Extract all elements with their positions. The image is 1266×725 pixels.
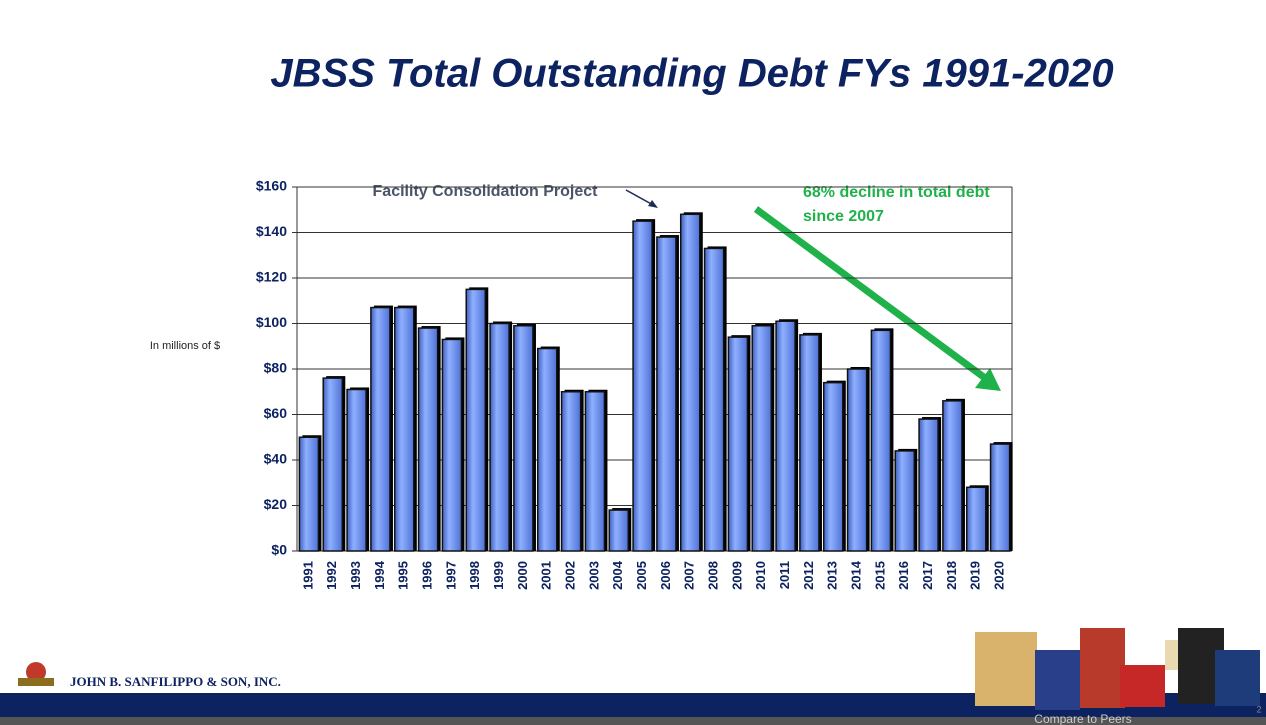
x-tick-label: 2018 [944, 561, 959, 590]
bar [346, 388, 367, 552]
x-tick-label: 2011 [777, 561, 792, 589]
x-tick-label: 1997 [443, 561, 458, 590]
bar [965, 486, 987, 552]
bar [942, 400, 963, 552]
x-tick-label: 2003 [586, 561, 601, 590]
bar [751, 325, 773, 552]
bar [632, 220, 653, 552]
x-tick-label: 2002 [563, 561, 578, 590]
x-tick-label: 2013 [825, 561, 840, 590]
bar [513, 325, 534, 552]
x-tick-label: 2005 [634, 561, 649, 590]
x-tick-label: 1991 [300, 561, 315, 590]
bar [989, 443, 1011, 552]
bar [584, 391, 606, 552]
bar [608, 509, 630, 552]
page-number: 2 [1256, 704, 1261, 714]
x-tick-label: 2019 [968, 561, 983, 590]
bar [656, 236, 677, 552]
x-tick-label: 2004 [610, 560, 625, 590]
x-tick-label: 2007 [682, 561, 697, 590]
x-tick-label: 1993 [348, 561, 363, 590]
logo-icon [26, 662, 46, 682]
product [1035, 650, 1080, 710]
bar [536, 347, 558, 552]
annotation: 68% decline in total debt [803, 184, 990, 201]
x-tick-label: 1999 [491, 561, 506, 590]
bar [703, 247, 725, 552]
bar [298, 436, 320, 552]
bar [322, 377, 344, 552]
bar [727, 336, 749, 552]
bar [560, 391, 582, 552]
chart-title: JBSS Total Outstanding Debt FYs 1991-202… [270, 52, 1113, 96]
bar [822, 381, 844, 552]
footer-link[interactable]: Compare to Peers [1034, 712, 1131, 725]
product-images [975, 628, 1260, 710]
bar [846, 368, 868, 552]
x-tick-label: 2006 [658, 561, 673, 590]
bar [918, 418, 939, 552]
y-tick-label: $160 [256, 178, 287, 194]
product [1080, 628, 1125, 708]
logo-base [18, 678, 54, 686]
bar [799, 334, 820, 552]
annotation: Facility Consolidation Project [373, 183, 599, 200]
x-tick-label: 2012 [801, 561, 816, 590]
x-tick-label: 1995 [396, 561, 411, 590]
bar [465, 288, 487, 552]
x-tick-label: 1992 [324, 561, 339, 590]
footer-strip [0, 717, 1266, 725]
product [1120, 665, 1165, 707]
x-tick-label: 2000 [515, 561, 530, 590]
trend-arrow [753, 206, 988, 381]
y-tick-label: $20 [264, 496, 288, 512]
x-tick-label: 2008 [706, 561, 721, 590]
bar [370, 306, 391, 552]
bar [870, 329, 892, 552]
annotation-arrowhead [648, 200, 658, 208]
y-tick-label: $40 [264, 451, 288, 467]
product [1215, 650, 1260, 706]
annotation: since 2007 [803, 208, 884, 225]
x-tick-label: 1996 [420, 561, 435, 590]
y-tick-label: $0 [271, 542, 287, 558]
bar [393, 306, 415, 552]
x-tick-label: 2020 [992, 561, 1007, 590]
x-tick-label: 2015 [872, 561, 887, 590]
x-tick-label: 2014 [849, 560, 864, 590]
x-tick-label: 2010 [753, 561, 768, 590]
company-name: JOHN B. SANFILIPPO & SON, INC. [70, 674, 281, 689]
bar [441, 338, 463, 552]
y-axis-label: In millions of $ [150, 340, 220, 352]
x-tick-label: 2017 [920, 561, 935, 590]
bar [894, 450, 916, 552]
bar [679, 213, 701, 552]
y-tick-label: $140 [256, 223, 287, 239]
x-tick-label: 1998 [467, 561, 482, 590]
y-tick-label: $80 [264, 360, 288, 376]
product [1165, 640, 1180, 670]
x-tick-label: 2016 [896, 561, 911, 590]
bar [417, 327, 439, 552]
y-tick-label: $100 [256, 314, 287, 330]
y-tick-label: $60 [264, 405, 288, 421]
plot-area: $0 $20 $40 $60 $80 $100 $120 $140 $160 1991 1992 19… [256, 178, 1013, 590]
x-tick-label: 1994 [372, 560, 387, 590]
x-tick-label: 2001 [539, 561, 554, 590]
x-tick-label: 2009 [729, 561, 744, 590]
bar [775, 320, 796, 552]
trend-arrowhead [975, 368, 1001, 391]
bar [489, 322, 510, 552]
y-tick-label: $120 [256, 269, 287, 285]
product [975, 632, 1037, 706]
